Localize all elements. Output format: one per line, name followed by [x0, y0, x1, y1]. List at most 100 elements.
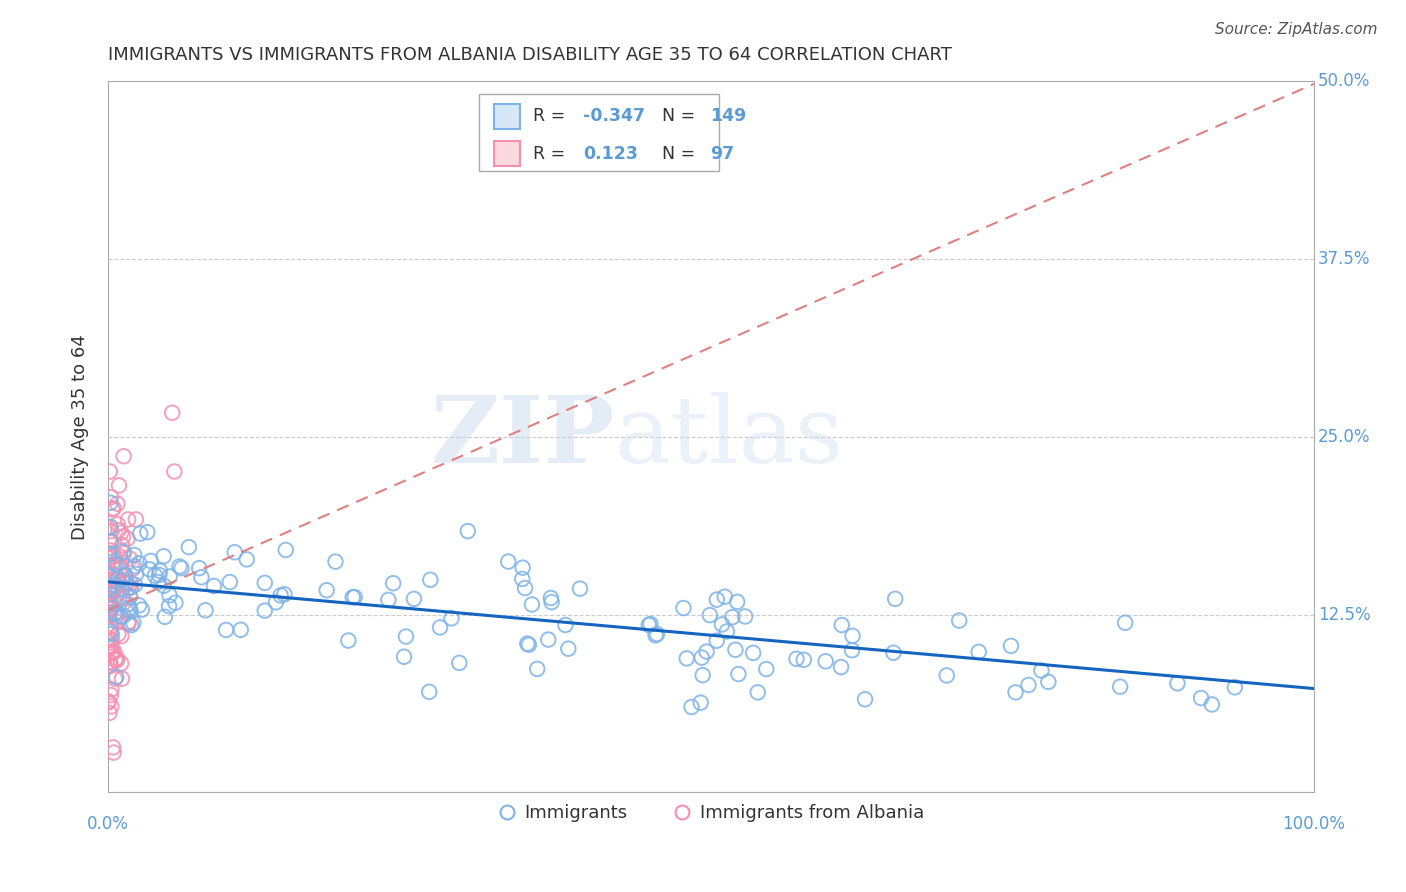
Point: [98, 655, 121, 669]
Point: [395, 630, 418, 644]
Point: [315, 583, 337, 598]
Point: [97, 551, 120, 566]
Point: [101, 502, 124, 516]
Point: [120, 575, 142, 590]
Point: [100, 574, 122, 589]
Point: [418, 685, 440, 699]
Point: [101, 601, 124, 615]
Point: [169, 559, 191, 574]
Point: [202, 579, 225, 593]
Point: [122, 548, 145, 562]
Point: [98, 465, 121, 479]
Text: -0.347: -0.347: [583, 107, 645, 125]
Point: [98, 601, 121, 615]
Point: [215, 623, 238, 637]
Point: [97, 595, 120, 609]
Point: [97, 640, 120, 655]
Point: [105, 573, 128, 587]
Text: R =: R =: [533, 145, 565, 162]
Text: R =: R =: [533, 107, 565, 125]
Point: [814, 654, 837, 668]
Point: [253, 575, 276, 590]
Point: [264, 595, 287, 609]
Point: [727, 667, 749, 681]
Point: [159, 588, 181, 602]
Point: [884, 591, 907, 606]
Point: [114, 568, 136, 582]
Point: [672, 601, 695, 615]
Point: [274, 543, 297, 558]
Text: 50.0%: 50.0%: [1317, 72, 1369, 90]
Point: [194, 603, 217, 617]
Point: [1109, 680, 1132, 694]
Text: 37.5%: 37.5%: [1317, 250, 1369, 268]
Point: [104, 573, 127, 587]
Point: [101, 567, 124, 582]
Point: [148, 567, 170, 582]
Point: [111, 574, 134, 588]
Point: [100, 580, 122, 594]
Point: [111, 538, 134, 552]
Point: [120, 605, 142, 619]
Point: [103, 501, 125, 516]
Point: [681, 700, 703, 714]
Point: [513, 581, 536, 595]
Point: [853, 692, 876, 706]
Point: [107, 517, 129, 532]
Point: [98, 635, 121, 649]
Point: [104, 581, 127, 595]
Point: [101, 740, 124, 755]
Point: [218, 575, 240, 590]
Point: [107, 627, 129, 641]
Point: [637, 618, 659, 632]
Point: [112, 544, 135, 558]
Point: [103, 582, 125, 597]
Point: [640, 617, 662, 632]
Point: [112, 449, 135, 463]
Point: [124, 578, 146, 592]
Point: [105, 651, 128, 665]
Point: [1189, 691, 1212, 706]
Point: [100, 599, 122, 613]
Point: [273, 587, 295, 601]
Point: [97, 696, 120, 710]
Point: [124, 559, 146, 574]
Text: 100.0%: 100.0%: [1282, 815, 1346, 833]
Point: [100, 588, 122, 602]
Point: [100, 490, 122, 504]
Point: [392, 649, 415, 664]
Point: [100, 534, 122, 549]
Point: [841, 643, 863, 657]
Point: [103, 549, 125, 564]
Point: [190, 570, 212, 584]
Point: [725, 595, 748, 609]
Text: 97: 97: [710, 145, 734, 162]
Text: Source: ZipAtlas.com: Source: ZipAtlas.com: [1215, 22, 1378, 37]
Point: [112, 546, 135, 560]
Text: 0.123: 0.123: [583, 145, 638, 162]
Point: [101, 587, 124, 601]
Point: [111, 672, 134, 686]
Point: [98, 601, 121, 615]
Point: [120, 581, 142, 595]
Point: [157, 599, 180, 614]
Point: [97, 591, 120, 605]
Point: [112, 591, 135, 606]
Point: [706, 633, 728, 648]
Point: [537, 632, 560, 647]
FancyBboxPatch shape: [494, 141, 520, 166]
Point: [1201, 698, 1223, 712]
Point: [112, 608, 135, 623]
Point: [1038, 674, 1060, 689]
Point: [699, 608, 721, 623]
Point: [97, 694, 120, 708]
Point: [100, 624, 122, 639]
Text: atlas: atlas: [614, 392, 844, 482]
Point: [152, 549, 174, 564]
Point: [104, 595, 127, 609]
Point: [101, 647, 124, 661]
Point: [343, 590, 366, 604]
Point: [117, 532, 139, 546]
Point: [721, 610, 744, 624]
Text: 149: 149: [710, 107, 747, 125]
